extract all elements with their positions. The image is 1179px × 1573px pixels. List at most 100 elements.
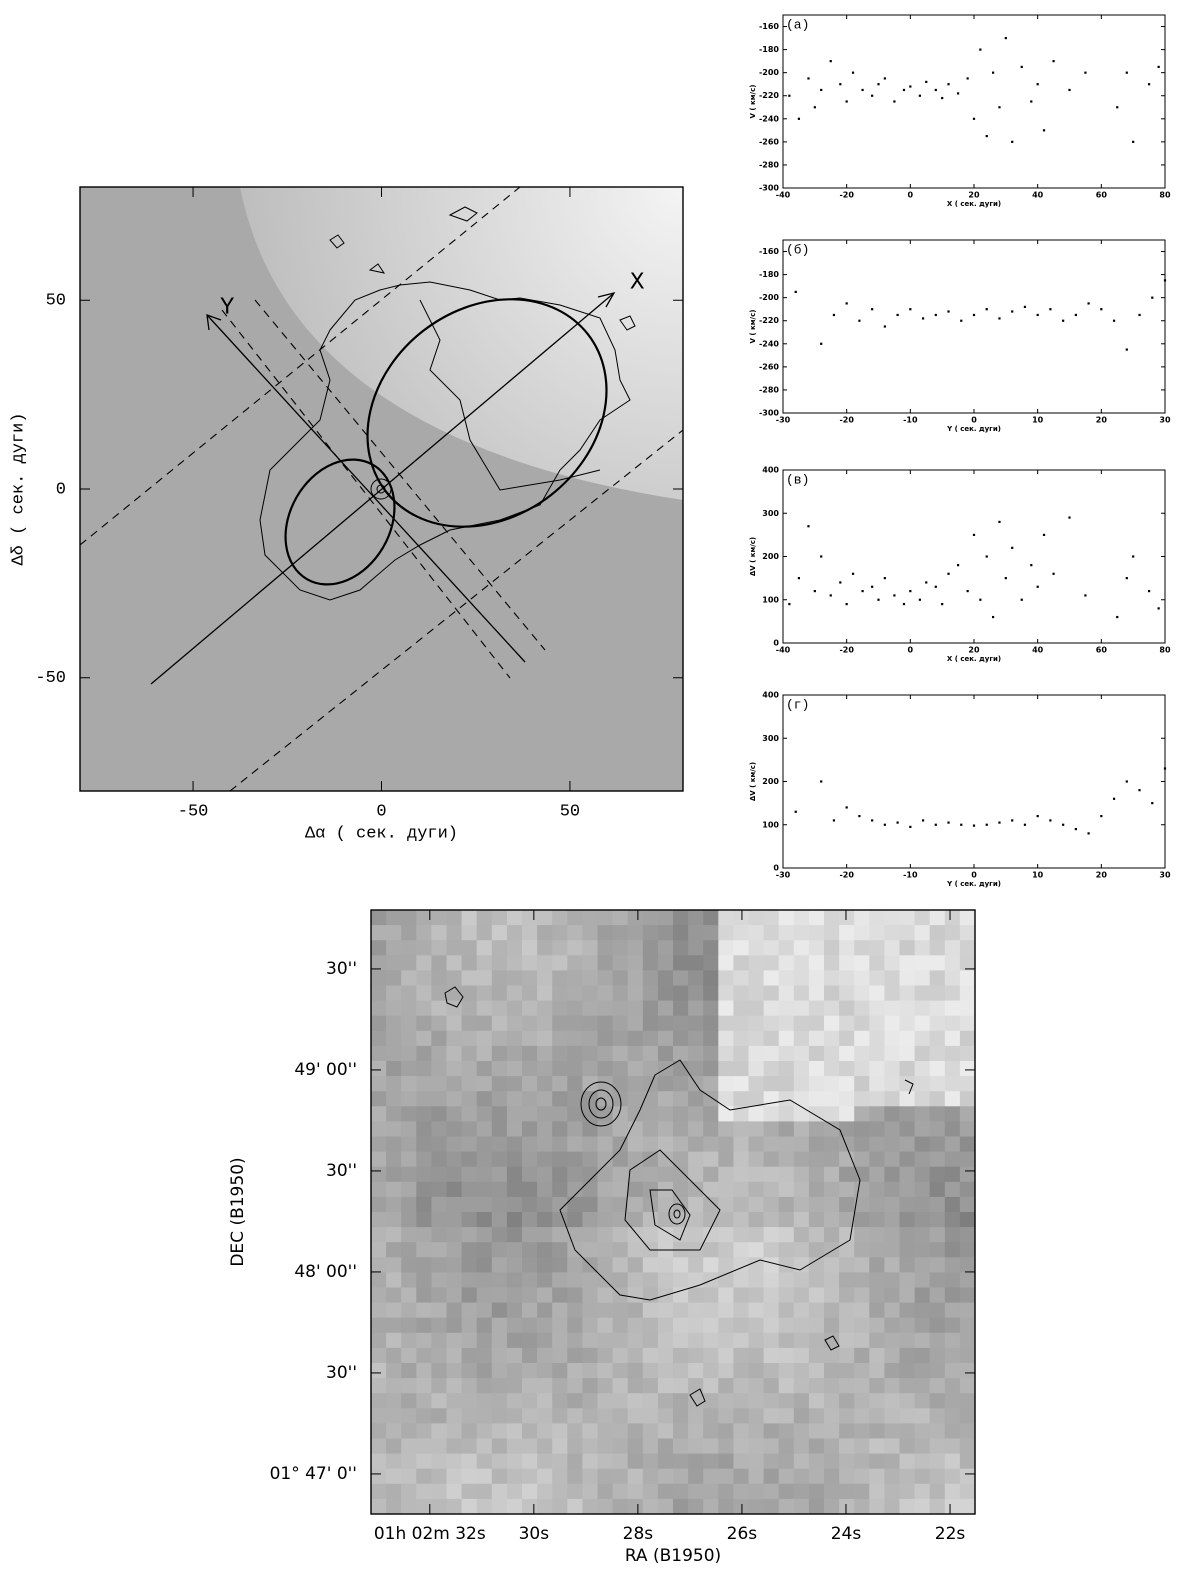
point <box>992 615 995 619</box>
pixel <box>703 1317 719 1334</box>
annotation: Y <box>220 294 234 321</box>
pixel <box>506 1166 523 1183</box>
pixel <box>929 1166 946 1183</box>
pixel <box>461 1227 478 1243</box>
x-axis-label: X ( сек. дуги) <box>947 655 1001 663</box>
pixel <box>884 1468 901 1485</box>
pixel <box>899 1000 916 1017</box>
pixel <box>824 1347 840 1364</box>
dashed-lines <box>80 187 683 791</box>
pixel <box>597 1242 614 1258</box>
pixel <box>386 955 402 971</box>
x-tick-label: 30s <box>519 1524 550 1544</box>
pixel <box>506 1136 523 1153</box>
point <box>851 572 855 575</box>
pixel <box>959 1076 975 1092</box>
point <box>794 290 797 293</box>
pixel <box>763 1453 780 1470</box>
pixel <box>537 1363 553 1379</box>
point <box>1112 797 1116 800</box>
pixel <box>552 1378 568 1394</box>
pixel <box>431 925 448 941</box>
pixel <box>869 1317 885 1334</box>
pixel <box>673 1106 689 1122</box>
pixel <box>476 1332 493 1349</box>
pixel <box>718 925 734 941</box>
pixel <box>431 1015 448 1032</box>
pixel <box>959 1166 975 1183</box>
point <box>839 83 842 86</box>
pixel <box>552 985 568 1002</box>
pixel <box>733 1378 750 1394</box>
pixel <box>944 1227 961 1243</box>
pixel <box>446 1166 463 1183</box>
x-tick-label: 30 <box>1159 871 1171 880</box>
pixel <box>824 1151 840 1168</box>
pixel <box>552 1453 568 1470</box>
pixel <box>612 1181 629 1198</box>
pixel <box>461 1438 478 1455</box>
pixel <box>446 1363 463 1379</box>
pixel <box>929 1498 946 1514</box>
pixel <box>778 970 795 987</box>
pixel <box>657 1015 674 1032</box>
pixel <box>537 910 553 926</box>
pixel <box>778 1423 795 1440</box>
pixel <box>763 1423 780 1440</box>
pixel <box>657 1166 674 1183</box>
pixel <box>386 1227 402 1243</box>
pixel <box>612 1166 629 1183</box>
pixel <box>506 925 523 941</box>
pixel <box>446 1498 463 1514</box>
pixel <box>854 1030 870 1047</box>
pixel <box>703 1242 719 1258</box>
pixel <box>688 1287 704 1304</box>
pixel <box>491 955 508 971</box>
pixel <box>944 1000 961 1017</box>
pixel <box>688 1030 704 1047</box>
pixel <box>401 1151 417 1168</box>
pixel <box>476 1166 493 1183</box>
pixel <box>657 1438 674 1455</box>
pixel <box>386 1378 402 1394</box>
pixel <box>567 1363 583 1379</box>
point <box>845 806 848 809</box>
pixel <box>431 970 448 987</box>
y-tick-label: -240 <box>759 114 779 123</box>
point <box>1011 546 1014 549</box>
pixel <box>824 1287 840 1304</box>
point <box>966 590 969 593</box>
point <box>1036 313 1039 317</box>
pixel <box>657 1000 674 1017</box>
pixel <box>884 1151 901 1168</box>
pixel <box>371 1061 387 1077</box>
pixel <box>642 1332 659 1349</box>
pixel <box>763 940 780 956</box>
pixel <box>839 1363 855 1379</box>
pixel <box>914 910 931 926</box>
pixel <box>522 910 538 926</box>
point <box>861 88 864 92</box>
pixel <box>537 1212 553 1228</box>
pixel <box>808 1332 825 1349</box>
point <box>925 80 928 83</box>
point <box>1068 516 1071 519</box>
pixel <box>567 1000 583 1017</box>
pixel <box>808 1363 825 1379</box>
pixel <box>552 1272 568 1289</box>
pixel <box>944 970 961 987</box>
pixel <box>461 1045 478 1062</box>
pixel <box>748 1272 765 1289</box>
pixel <box>506 1196 523 1213</box>
pixel <box>642 1166 659 1183</box>
pixel <box>371 1498 387 1514</box>
pixel <box>552 1227 568 1243</box>
pixel <box>959 1030 975 1047</box>
pixel <box>733 1106 750 1122</box>
pixel <box>778 1061 795 1077</box>
pixel <box>416 1272 432 1289</box>
pixel <box>386 1257 402 1273</box>
pixel <box>944 1166 961 1183</box>
pixel <box>597 1091 614 1107</box>
point <box>947 821 950 824</box>
